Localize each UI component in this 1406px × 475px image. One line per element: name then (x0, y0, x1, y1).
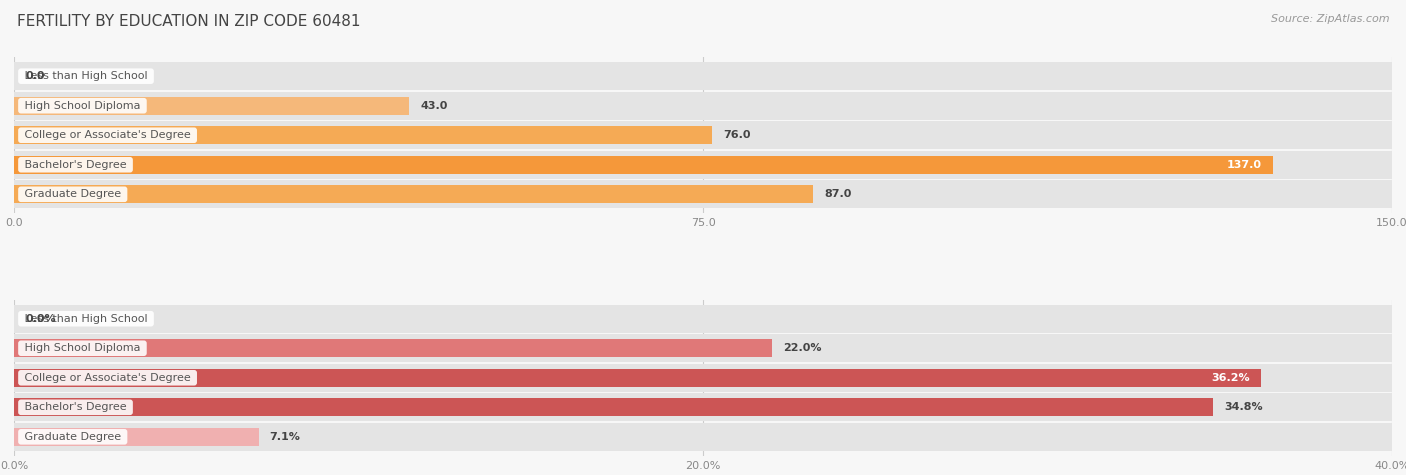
Bar (14, 428, 259, 446)
Bar (14, 185, 813, 203)
Bar (14, 97, 409, 114)
Text: 0.0%: 0.0% (25, 314, 56, 324)
Text: 7.1%: 7.1% (270, 432, 301, 442)
Bar (14, 304, 1392, 333)
Text: Less than High School: Less than High School (21, 71, 150, 81)
Text: Graduate Degree: Graduate Degree (21, 432, 125, 442)
Text: 87.0: 87.0 (824, 189, 852, 200)
Bar (14, 121, 1392, 149)
Bar (14, 369, 1261, 387)
Text: Less than High School: Less than High School (21, 314, 150, 324)
Bar (14, 334, 1392, 362)
Bar (14, 156, 1272, 174)
Bar (14, 126, 713, 144)
Text: College or Associate's Degree: College or Associate's Degree (21, 373, 194, 383)
Text: 34.8%: 34.8% (1223, 402, 1263, 412)
Text: 76.0: 76.0 (723, 130, 751, 140)
Bar (14, 151, 1392, 179)
Text: Source: ZipAtlas.com: Source: ZipAtlas.com (1271, 14, 1389, 24)
Bar (14, 364, 1392, 392)
Text: 137.0: 137.0 (1226, 160, 1261, 170)
Text: College or Associate's Degree: College or Associate's Degree (21, 130, 194, 140)
Bar (14, 423, 1392, 451)
Text: FERTILITY BY EDUCATION IN ZIP CODE 60481: FERTILITY BY EDUCATION IN ZIP CODE 60481 (17, 14, 360, 29)
Text: Bachelor's Degree: Bachelor's Degree (21, 160, 131, 170)
Text: Bachelor's Degree: Bachelor's Degree (21, 402, 131, 412)
Text: 36.2%: 36.2% (1212, 373, 1250, 383)
Bar (14, 339, 772, 357)
Text: Graduate Degree: Graduate Degree (21, 189, 125, 200)
Text: High School Diploma: High School Diploma (21, 101, 143, 111)
Text: 43.0: 43.0 (420, 101, 447, 111)
Bar (14, 92, 1392, 120)
Bar (14, 62, 1392, 90)
Bar (14, 399, 1213, 416)
Bar (14, 393, 1392, 421)
Text: High School Diploma: High School Diploma (21, 343, 143, 353)
Text: 0.0: 0.0 (25, 71, 45, 81)
Bar (14, 180, 1392, 209)
Text: 22.0%: 22.0% (783, 343, 821, 353)
